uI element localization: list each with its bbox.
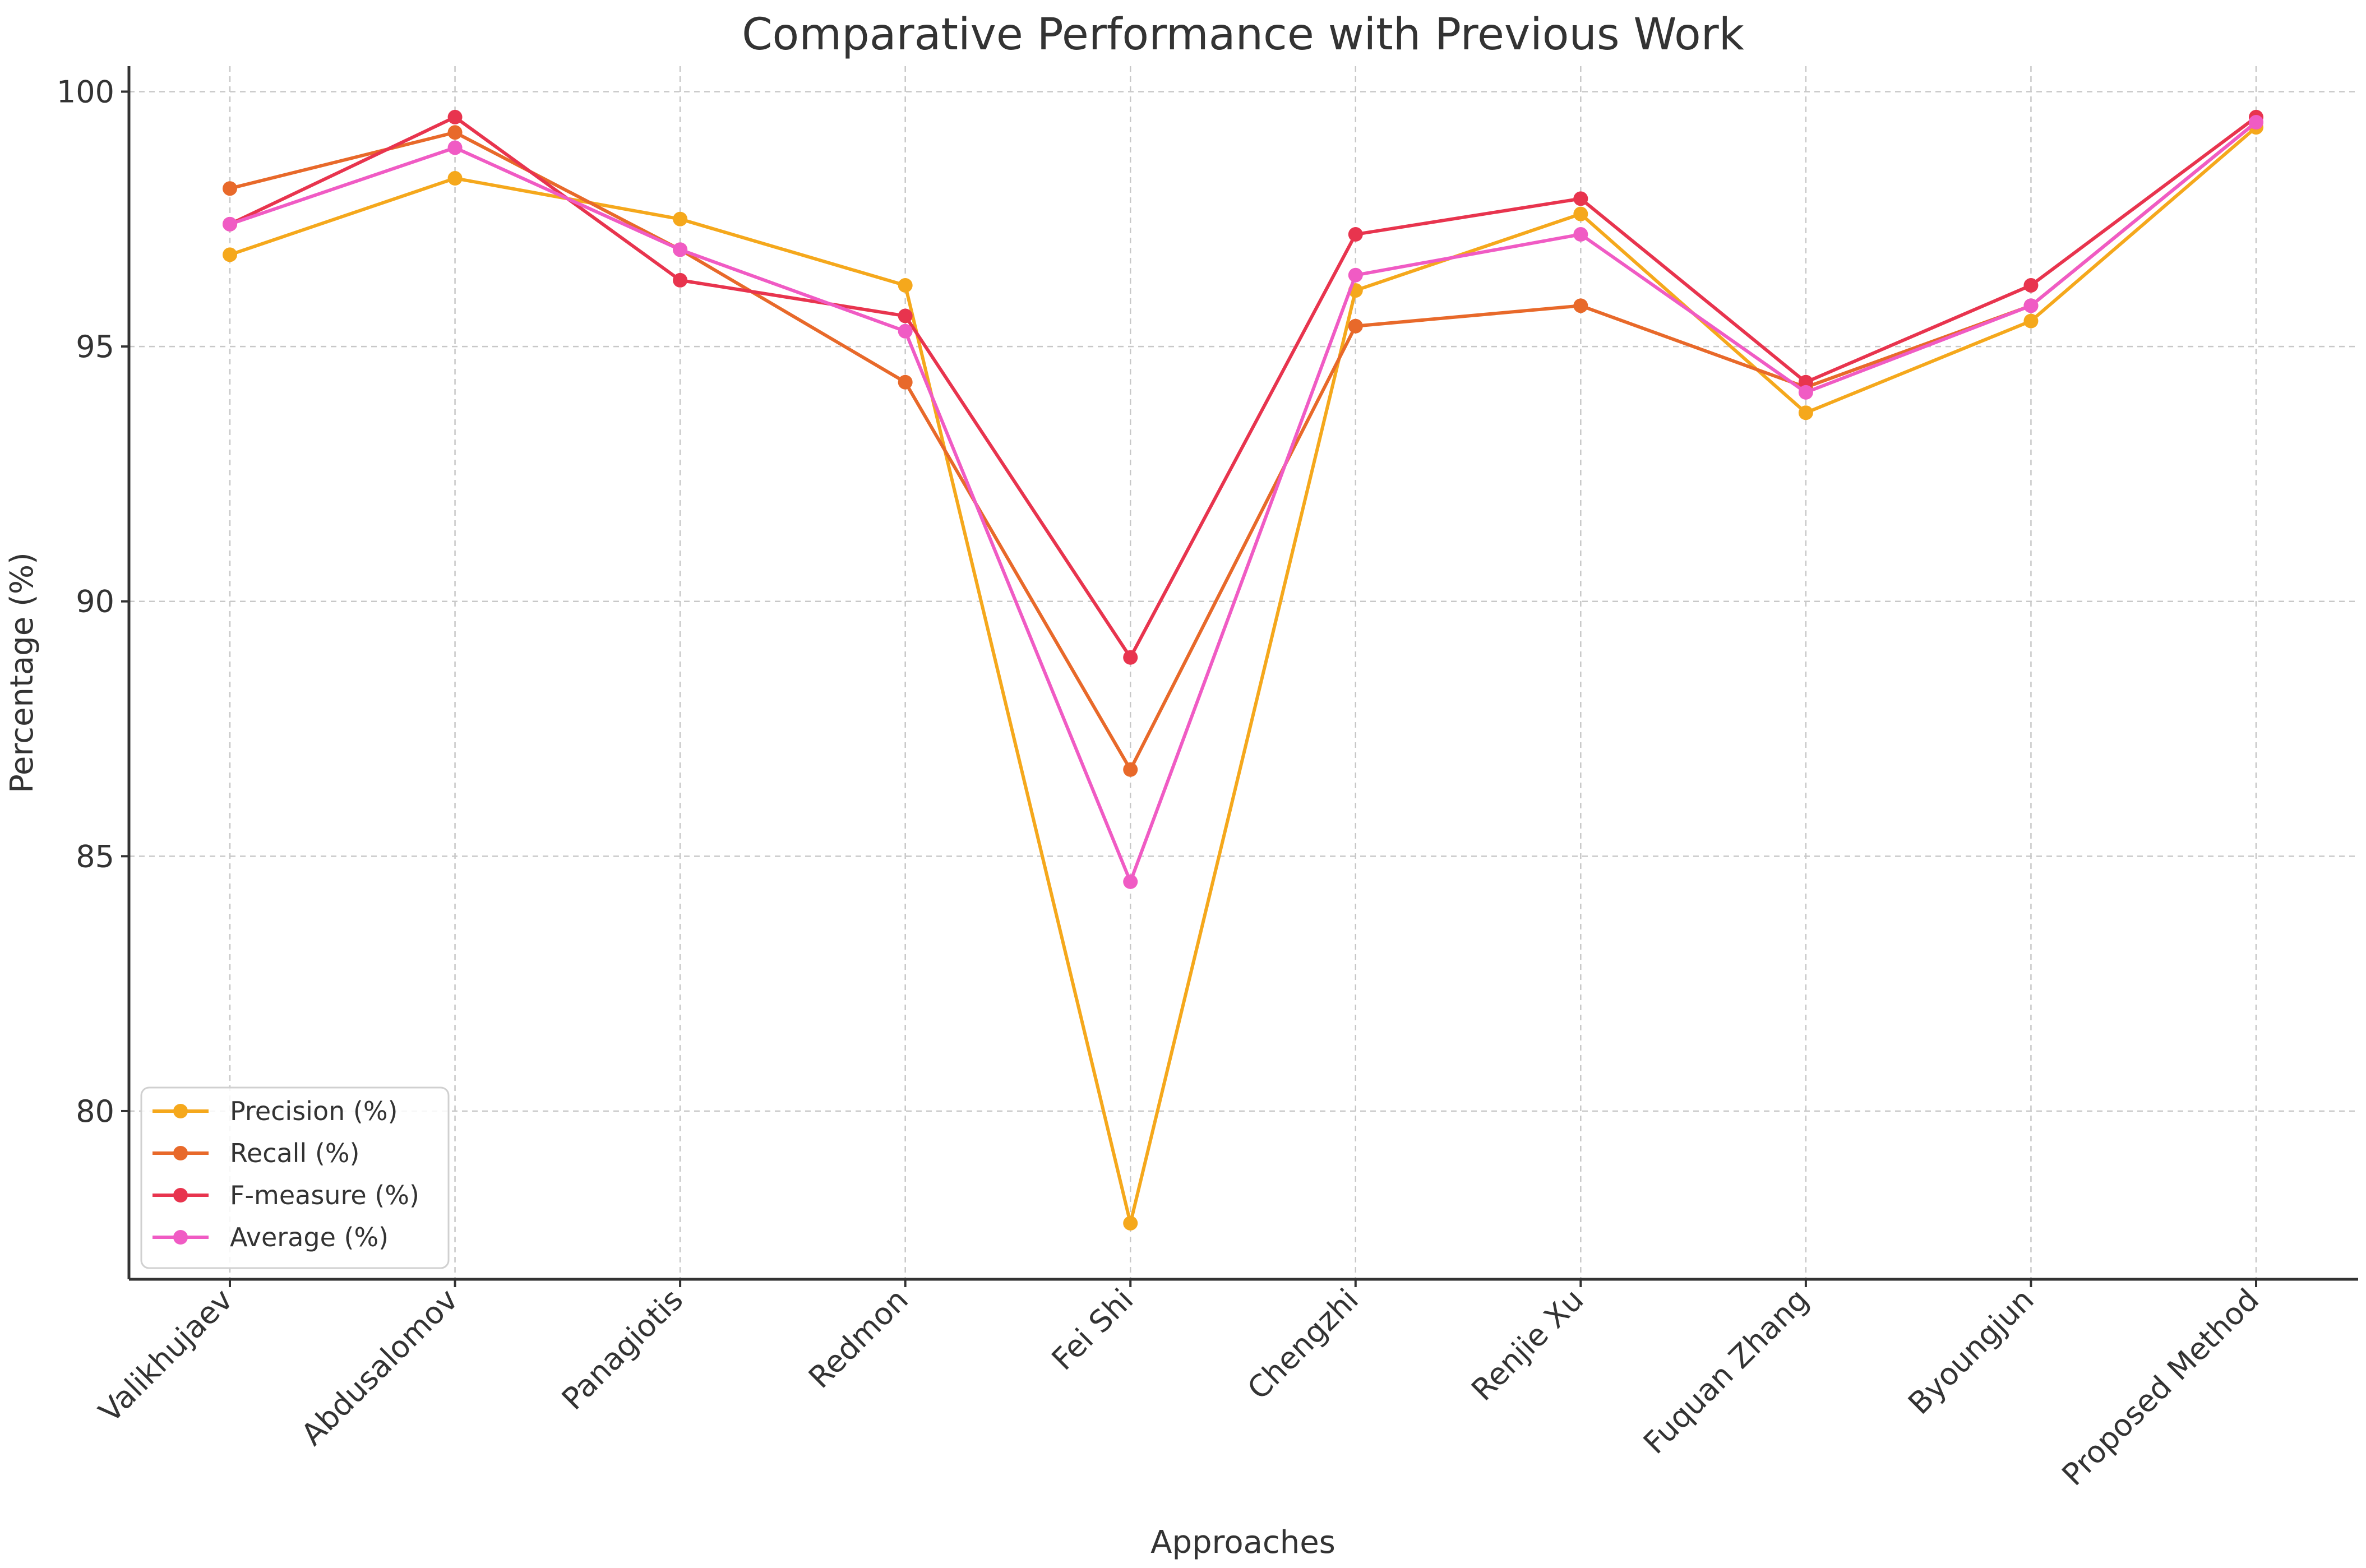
y-tick-label: 95	[76, 329, 114, 364]
data-point-recall-fei-shi	[1123, 762, 1138, 777]
data-point-precision-redmon	[898, 277, 913, 293]
data-point-f-measure-chengzhi	[1348, 227, 1363, 242]
x-tick-label-panagiotis: Panagiotis	[555, 1282, 690, 1417]
data-point-f-measure-panagiotis	[673, 272, 688, 288]
chart-title: Comparative Performance with Previous Wo…	[742, 10, 1744, 60]
legend-swatch-marker	[173, 1188, 188, 1202]
legend-label: Recall (%)	[230, 1138, 359, 1168]
legend-item-average: Average (%)	[153, 1222, 389, 1252]
x-tick-label-abdusalomov: Abdusalomov	[294, 1282, 465, 1453]
legend-item-precision: Precision (%)	[153, 1096, 398, 1126]
data-point-precision-renjie-xu	[1573, 206, 1588, 221]
x-tick-label-byoungjun: Byoungjun	[1901, 1282, 2040, 1421]
data-point-precision-byoungjun	[2023, 313, 2039, 329]
legend-item-recall: Recall (%)	[153, 1138, 359, 1168]
y-tick-label: 100	[57, 74, 114, 109]
data-point-average-proposed-method	[2249, 115, 2263, 130]
y-tick-label: 80	[76, 1094, 114, 1129]
axes	[127, 66, 2358, 1281]
series-average	[223, 115, 2263, 889]
y-axis-label: Percentage (%)	[4, 552, 40, 793]
data-point-f-measure-renjie-xu	[1573, 191, 1588, 206]
data-point-f-measure-fuquan-zhang	[1798, 374, 1813, 390]
data-point-precision-valikhujaev	[223, 247, 237, 262]
legend-swatch-marker	[173, 1104, 188, 1118]
series-line-average	[229, 121, 2257, 884]
data-point-average-redmon	[898, 323, 913, 339]
data-point-precision-abdusalomov	[447, 171, 463, 186]
x-tick-label-renjie-xu: Renjie Xu	[1464, 1282, 1590, 1408]
data-point-average-fei-shi	[1123, 874, 1138, 889]
data-point-recall-abdusalomov	[447, 125, 463, 140]
series-precision	[223, 120, 2263, 1231]
y-tick-label: 90	[76, 584, 114, 619]
data-point-recall-redmon	[898, 374, 913, 390]
data-point-precision-panagiotis	[673, 211, 688, 226]
x-ticks: Valikhujaev Abdusalomov Panagiotis Redmon Fe…	[92, 1279, 2266, 1492]
grid	[129, 66, 2358, 1279]
series-line-recall	[229, 121, 2257, 771]
data-point-recall-chengzhi	[1348, 318, 1363, 334]
legend-label: Precision (%)	[230, 1096, 398, 1126]
x-tick-label-chengzhi: Chengzhi	[1241, 1282, 1365, 1407]
y-ticks: 80 85 90 95 100	[57, 74, 129, 1129]
legend-label: F-measure (%)	[230, 1180, 419, 1210]
data-point-recall-valikhujaev	[223, 181, 237, 196]
x-tick-label-valikhujaev: Valikhujaev	[92, 1282, 239, 1430]
data-point-average-abdusalomov	[447, 140, 463, 155]
x-tick-label-redmon: Redmon	[802, 1282, 915, 1395]
data-point-f-measure-abdusalomov	[447, 109, 463, 124]
data-point-f-measure-byoungjun	[2023, 277, 2039, 293]
legend-swatch-marker	[173, 1146, 188, 1160]
data-point-precision-fuquan-zhang	[1798, 405, 1813, 420]
legend-label: Average (%)	[230, 1222, 389, 1252]
data-point-average-valikhujaev	[223, 216, 237, 232]
series-layer	[223, 109, 2263, 1231]
x-tick-label-fuquan-zhang: Fuquan Zhang	[1637, 1282, 1815, 1461]
data-point-f-measure-redmon	[898, 308, 913, 323]
x-axis-label: Approaches	[1150, 1524, 1336, 1561]
x-tick-label-proposed-method: Proposed Method	[2055, 1282, 2266, 1493]
legend-item-f-measure: F-measure (%)	[153, 1180, 419, 1210]
y-tick-label: 85	[76, 839, 114, 874]
data-point-precision-fei-shi	[1123, 1215, 1138, 1231]
data-point-average-byoungjun	[2023, 298, 2039, 313]
series-line-precision	[229, 126, 2257, 1225]
legend: Precision (%) Recall (%) F-measure (%) Aver…	[140, 1086, 450, 1269]
data-point-average-panagiotis	[673, 242, 688, 257]
x-tick-label-fei-shi: Fei Shi	[1045, 1282, 1140, 1377]
legend-frame	[140, 1086, 450, 1269]
data-point-average-renjie-xu	[1573, 227, 1588, 242]
data-point-recall-renjie-xu	[1573, 298, 1588, 313]
data-point-average-chengzhi	[1348, 267, 1363, 283]
data-point-f-measure-fei-shi	[1123, 650, 1138, 665]
data-point-average-fuquan-zhang	[1798, 385, 1813, 400]
legend-swatch-marker	[173, 1230, 188, 1245]
